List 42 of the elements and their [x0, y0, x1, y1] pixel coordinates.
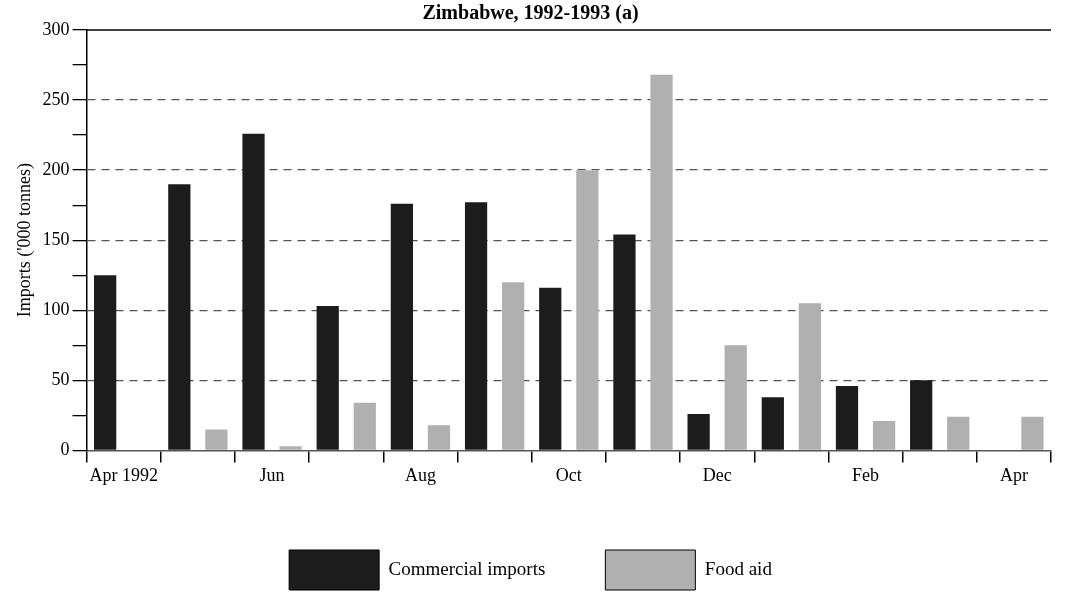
y-axis-title: Imports ('000 tonnes): [13, 163, 35, 318]
x-tick-label: Jun: [259, 464, 285, 485]
x-tick-label: Feb: [852, 464, 880, 485]
bar: [910, 380, 933, 450]
legend-label: Food aid: [704, 557, 773, 579]
bar: [613, 234, 636, 450]
bar: [242, 133, 265, 450]
bar: [650, 74, 673, 450]
x-tick-label: Apr: [999, 464, 1028, 485]
bar: [1021, 416, 1044, 450]
bar: [947, 416, 970, 450]
x-tick-label: Oct: [555, 464, 582, 485]
y-tick-label: 50: [51, 369, 70, 390]
bar: [872, 420, 896, 450]
bar: [502, 282, 525, 450]
y-tick-label: 0: [60, 439, 70, 460]
y-tick-label: 250: [42, 88, 70, 109]
y-tick-label: 200: [42, 158, 70, 179]
bar: [353, 402, 376, 450]
bar: [724, 345, 747, 450]
bar: [94, 275, 117, 450]
bar: [687, 413, 710, 450]
bar: [761, 397, 784, 450]
bar: [798, 303, 822, 450]
bar: [168, 184, 191, 450]
x-tick-label: Aug: [404, 464, 436, 485]
bar: [390, 203, 414, 450]
x-tick-label: Apr 1992: [89, 464, 158, 485]
legend-label: Commercial imports: [388, 557, 546, 579]
bar: [205, 429, 228, 450]
bar: [316, 306, 339, 450]
chart-title: Zimbabwe, 1992-1993 (a): [422, 1, 639, 25]
y-tick-label: 150: [42, 228, 70, 249]
y-tick-label: 100: [42, 299, 70, 319]
bar: [464, 202, 488, 450]
bar: [539, 287, 562, 450]
y-tick-label: 300: [42, 18, 70, 39]
x-tick-label: Dec: [702, 464, 732, 485]
bar: [279, 446, 302, 450]
bar: [576, 170, 599, 450]
bar: [835, 385, 859, 450]
bar: [427, 425, 451, 450]
